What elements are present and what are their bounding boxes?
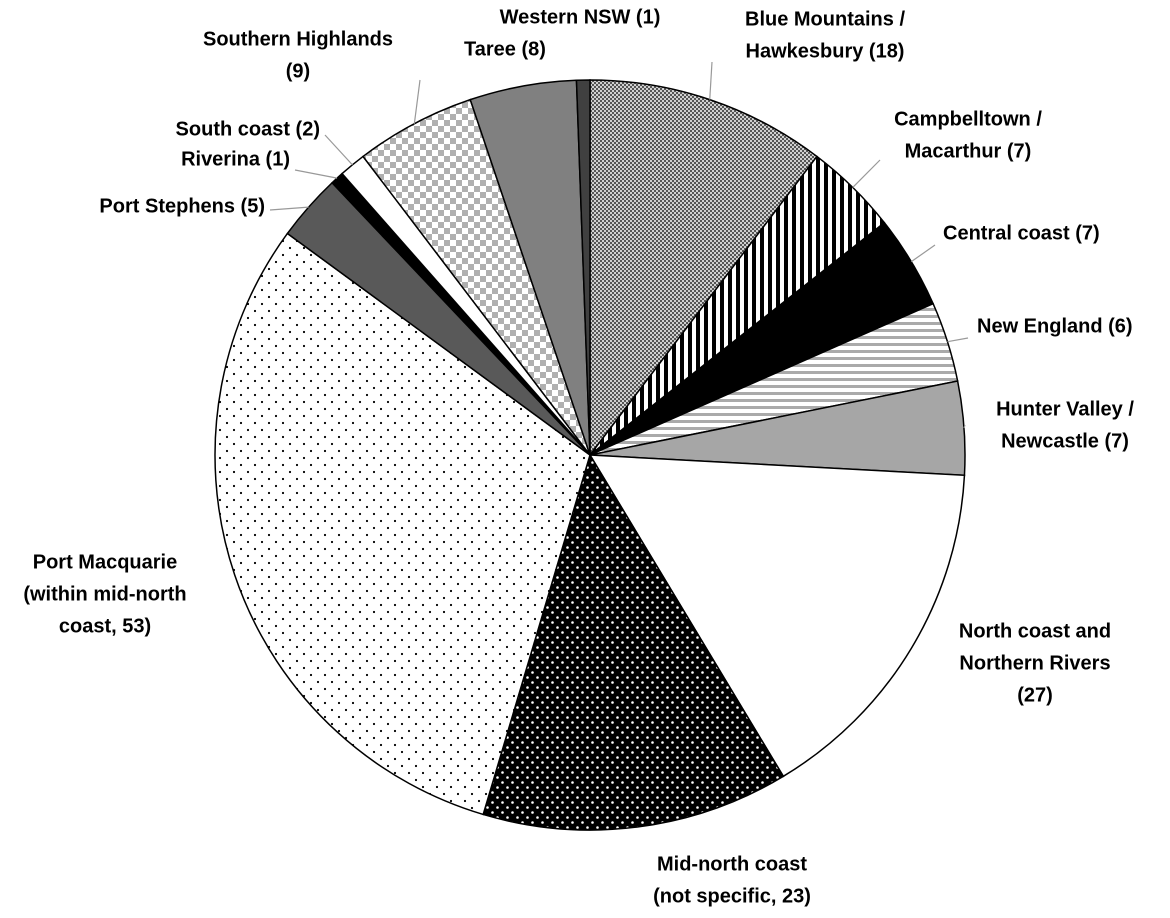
slice-label: South coast (2): [176, 118, 320, 140]
slice-label: Port Stephens (5): [99, 195, 265, 217]
slice-label: Riverina (1): [181, 148, 290, 170]
leader-line: [324, 134, 353, 166]
leader-line: [269, 206, 309, 211]
slice-label: (within mid-north: [23, 583, 186, 605]
slice-label: New England (6): [977, 315, 1133, 337]
slice-label: Northern Rivers: [959, 652, 1110, 674]
slice-label: Macarthur (7): [905, 140, 1032, 162]
slice-label: Blue Mountains /: [745, 8, 905, 30]
pie-slice: [589, 79, 818, 458]
slice-label: (not specific, 23): [653, 885, 811, 907]
slice-label: Port Macquarie: [33, 551, 177, 573]
leader-line: [910, 244, 936, 263]
slice-label: Campbelltown /: [894, 108, 1042, 130]
leader-line: [947, 337, 969, 343]
leader-line: [709, 61, 713, 100]
pie-slice: [575, 79, 591, 456]
slice-label: North coast and: [959, 620, 1111, 642]
leader-line: [852, 159, 881, 188]
pie-slice: [214, 232, 591, 816]
slice-label: Hawkesbury (18): [746, 40, 905, 62]
slice-label: Western NSW (1): [500, 6, 661, 28]
slice-label: (9): [286, 60, 310, 82]
slice-label: (27): [1017, 684, 1053, 706]
slice-label: Mid-north coast: [657, 853, 807, 875]
slice-label: Newcastle (7): [1001, 430, 1129, 452]
slice-label: Hunter Valley /: [996, 398, 1134, 420]
leader-line: [963, 424, 966, 429]
pie-slice: [588, 454, 966, 778]
pie-slice: [482, 453, 785, 831]
leader-line: [294, 169, 338, 179]
slice-label: coast, 53): [59, 615, 151, 637]
slice-label: Taree (8): [464, 38, 546, 60]
slice-label: Central coast (7): [943, 222, 1100, 244]
leader-line: [413, 79, 421, 124]
slice-label: Southern Highlands: [203, 28, 393, 50]
